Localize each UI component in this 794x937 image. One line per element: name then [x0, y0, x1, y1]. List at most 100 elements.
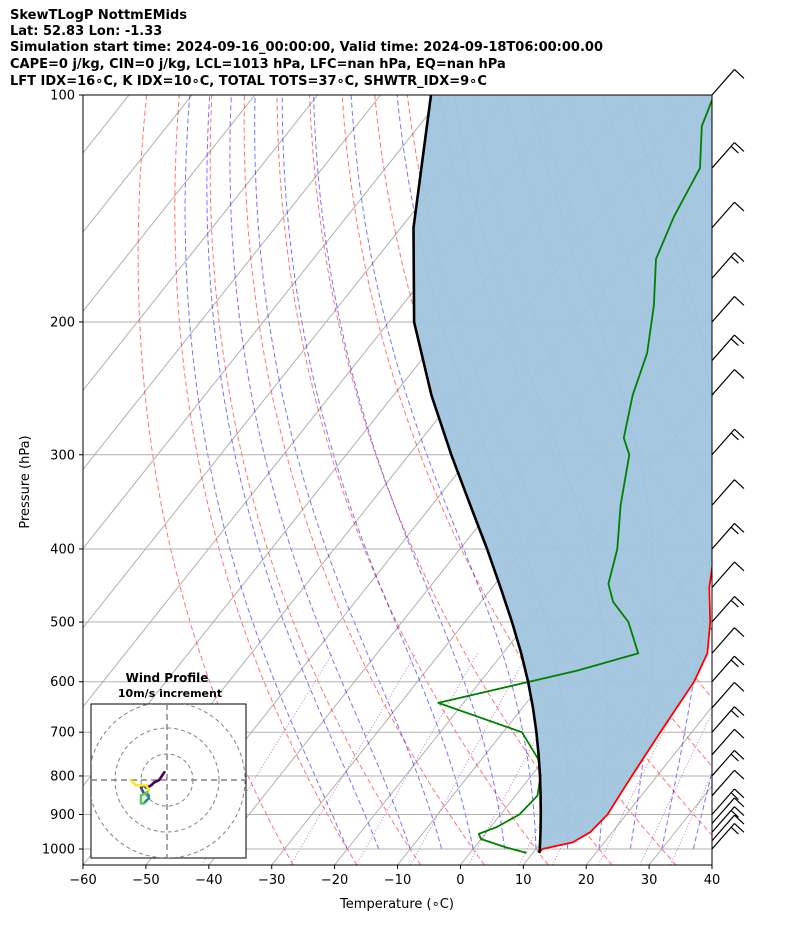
wind-barb-flag — [734, 814, 745, 825]
parcel-profile-line — [412, 95, 543, 854]
y-tick-label: 900 — [50, 808, 75, 823]
wind-barb-flag — [734, 655, 745, 666]
wind-barb-staff — [711, 334, 735, 361]
wind-barb — [711, 706, 745, 733]
wind-barb — [711, 627, 745, 654]
y-tick-label: 600 — [50, 675, 75, 690]
wind-barb-flag — [734, 561, 745, 572]
wind-barb-staff — [711, 769, 735, 797]
wind-barb-flag — [734, 334, 745, 345]
wind-barb-staff — [711, 814, 735, 842]
x-tick-label: 10 — [515, 873, 532, 888]
hodograph-frame — [90, 703, 247, 859]
dry-adiabat-line — [700, 95, 712, 126]
wind-barb-staff — [711, 823, 735, 850]
x-tick-label: 0 — [456, 873, 464, 888]
wind-barb-flag — [734, 69, 745, 79]
moist-adiabat-line — [254, 95, 443, 850]
wind-barb-staff — [711, 596, 735, 623]
wind-barb-staff — [711, 523, 735, 550]
wind-barb-staff — [711, 142, 735, 169]
chart-title-location: Lat: 52.83 Lon: -1.33 — [10, 24, 163, 39]
mixing-ratio-line — [468, 653, 583, 865]
wind-barb-staff — [711, 296, 735, 323]
hodograph-inset: Wind Profile 10m/s increment — [90, 671, 247, 859]
wind-barb — [711, 522, 745, 550]
wind-barb — [711, 823, 745, 850]
wind-barb-flag — [730, 826, 739, 835]
wind-barb-staff — [711, 788, 735, 815]
hodograph-segment — [129, 778, 138, 787]
y-tick-label: 300 — [50, 448, 75, 463]
dry-adiabat-line — [341, 95, 677, 865]
mixing-ratio-line — [290, 653, 417, 865]
wind-barb — [711, 252, 745, 279]
y-axis-label: Pressure (hPa) — [18, 435, 33, 528]
wind-barb-staff — [711, 627, 735, 654]
wind-barb-flag — [734, 797, 745, 808]
wind-barb-flag — [730, 145, 739, 154]
moist-adiabat-line — [206, 95, 380, 850]
wind-barb-flag — [734, 428, 745, 439]
wind-barb-flag — [734, 479, 745, 489]
x-axis-label: Temperature (∘C) — [339, 897, 454, 912]
y-tick-label: 700 — [50, 726, 75, 741]
wind-barb-flag — [734, 627, 745, 638]
moist-adiabat-line — [313, 95, 506, 850]
wind-barb-staff — [711, 750, 735, 777]
wind-barb — [711, 769, 745, 797]
isotherm-line — [83, 95, 507, 629]
hodograph-segment — [157, 770, 166, 782]
moist-adiabat-line — [725, 95, 794, 849]
wind-barb-flag — [734, 823, 745, 833]
wind-barb-flag — [734, 706, 745, 716]
moist-adiabat-line — [229, 95, 411, 850]
wind-barb-flag — [734, 296, 745, 306]
dry-adiabat-line — [733, 95, 794, 865]
wind-barb — [711, 201, 745, 229]
chart-title-station: SkewTLogP NottmEMids — [10, 8, 188, 23]
isotherm-line — [83, 95, 256, 312]
cape-area — [413, 95, 712, 853]
chart-title-indices: LFT IDX=16∘C, K IDX=10∘C, TOTAL TOTS=37∘… — [10, 74, 487, 89]
y-tick-label: 800 — [50, 769, 75, 784]
x-tick-label: 30 — [641, 873, 658, 888]
wind-barb-flag — [734, 788, 745, 799]
x-tick-label: −60 — [69, 873, 96, 888]
wind-barb-staff — [711, 369, 735, 396]
wind-barb — [711, 479, 745, 506]
isotherm-line — [83, 95, 319, 392]
wind-barb-flag — [734, 681, 745, 692]
isotherm-line — [83, 95, 193, 233]
wind-barb — [711, 749, 745, 777]
wind-barb-flag — [730, 792, 739, 800]
isotherm-line — [775, 95, 794, 865]
wind-barb-staff — [711, 655, 735, 683]
isotherm-line — [0, 95, 66, 865]
x-tick-label: 40 — [704, 873, 721, 888]
wind-barb-staff — [711, 797, 735, 824]
wind-barb-flag — [734, 142, 745, 152]
wind-barb — [711, 788, 745, 815]
wind-barb — [711, 142, 745, 169]
x-tick-label: 20 — [578, 873, 595, 888]
wind-barb-flag — [734, 806, 745, 816]
chart-title-cape: CAPE=0 j/kg, CIN=0 j/kg, LCL=1013 hPa, L… — [10, 57, 506, 72]
dry-adiabat-line — [243, 95, 485, 865]
wind-barb-flag — [730, 709, 739, 718]
wind-barb — [711, 797, 745, 824]
x-tick-label: −20 — [321, 873, 348, 888]
wind-barb-staff — [711, 69, 735, 96]
wind-barb-flag — [730, 659, 739, 668]
x-tick-label: −30 — [258, 873, 285, 888]
wind-barb-flag — [730, 753, 739, 762]
wind-barb-flag — [730, 338, 739, 347]
wind-barb-staff — [711, 806, 735, 833]
wind-barb-flag — [734, 522, 745, 533]
wind-barb — [711, 806, 745, 833]
isotherm-line — [83, 95, 444, 550]
isotherm-line — [585, 705, 712, 865]
isotherm-line — [83, 95, 382, 471]
wind-barb-flag — [730, 256, 739, 264]
